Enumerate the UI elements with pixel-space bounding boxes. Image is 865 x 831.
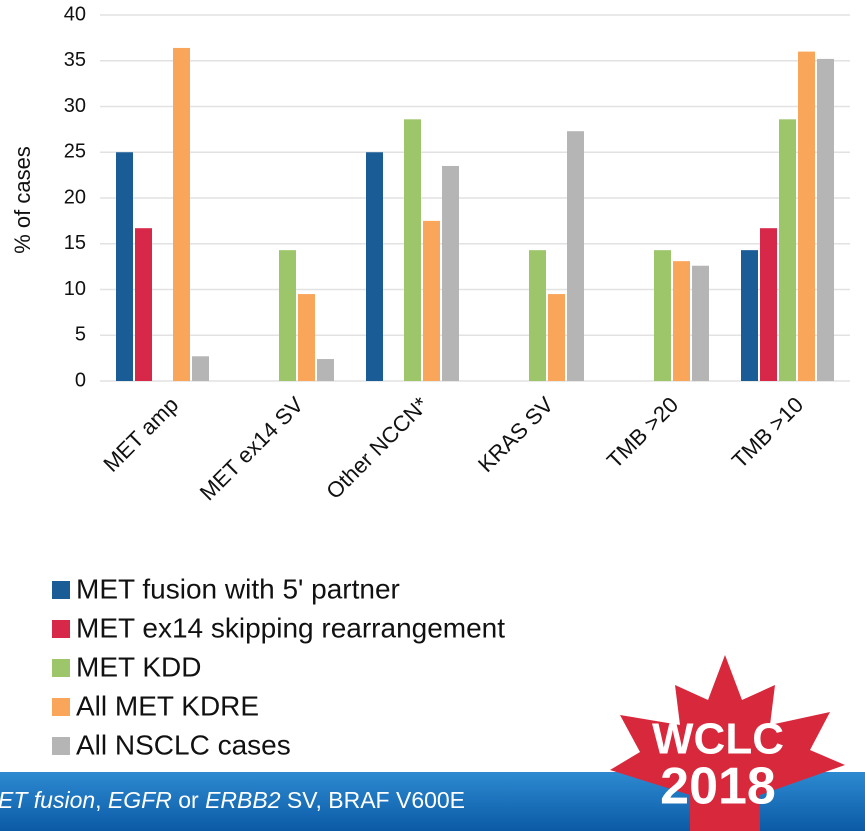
y-tick-label: 25	[64, 141, 86, 163]
footer-part: ERBB2	[205, 787, 281, 813]
bar	[135, 228, 152, 381]
logo-text: 2018	[660, 758, 776, 816]
legend-label: MET KDD	[76, 651, 202, 682]
footer-part: ,	[95, 787, 108, 813]
x-tick-label: MET ex14 SV	[195, 392, 309, 506]
maple-leaf	[610, 655, 845, 831]
x-tick-label: Other NCCN*	[321, 392, 433, 504]
y-axis-label: % of cases	[10, 146, 35, 254]
y-tick-label: 35	[64, 49, 86, 71]
bar	[798, 51, 815, 381]
legend-swatch	[52, 659, 70, 677]
y-tick-label: 40	[64, 3, 86, 25]
bar	[173, 47, 190, 381]
bar	[741, 250, 758, 381]
footer-text: ET fusion, EGFR or ERBB2 SV, BRAF V600E	[0, 787, 465, 813]
y-tick-label: 20	[64, 186, 86, 208]
x-tick-label: MET amp	[98, 392, 183, 477]
y-tick-label: 30	[64, 95, 86, 117]
bar	[442, 165, 459, 381]
legend-swatch	[52, 620, 70, 638]
bar	[317, 359, 334, 381]
y-tick-label: 0	[75, 369, 86, 391]
bar	[692, 265, 709, 381]
legend-swatch	[52, 581, 70, 599]
bar	[366, 152, 383, 381]
bar	[298, 294, 315, 381]
x-tick-label: TMB >10	[727, 392, 808, 473]
bar	[673, 261, 690, 381]
logo: WCLC 2018	[610, 655, 845, 831]
x-tick-label: KRAS SV	[473, 392, 558, 477]
bar	[404, 119, 421, 381]
bar	[760, 228, 777, 381]
bar	[817, 58, 834, 382]
logo-text: WCLC	[652, 715, 784, 764]
bar	[279, 250, 296, 381]
legend-label: All NSCLC cases	[76, 729, 291, 760]
bar	[779, 119, 796, 381]
bar	[567, 131, 584, 381]
x-tick-label: TMB >20	[602, 392, 683, 473]
y-tick-label: 10	[64, 278, 86, 300]
footer-part: ET fusion	[0, 787, 95, 813]
bar	[654, 250, 671, 381]
y-tick-label: 15	[64, 232, 86, 254]
bar	[548, 294, 565, 381]
legend-label: MET ex14 skipping rearrangement	[76, 612, 505, 643]
bar	[529, 250, 546, 381]
y-tick-label: 5	[75, 324, 86, 346]
footer-part: or	[172, 787, 205, 813]
legend-label: MET fusion with 5' partner	[76, 573, 400, 604]
footer-part: EGFR	[108, 787, 172, 813]
legend-swatch	[52, 698, 70, 716]
bar	[423, 220, 440, 381]
footer-part: SV, BRAF V600E	[281, 787, 466, 813]
bar	[116, 152, 133, 381]
bar	[192, 356, 209, 381]
legend-label: All MET KDRE	[76, 690, 259, 721]
legend-swatch	[52, 737, 70, 755]
